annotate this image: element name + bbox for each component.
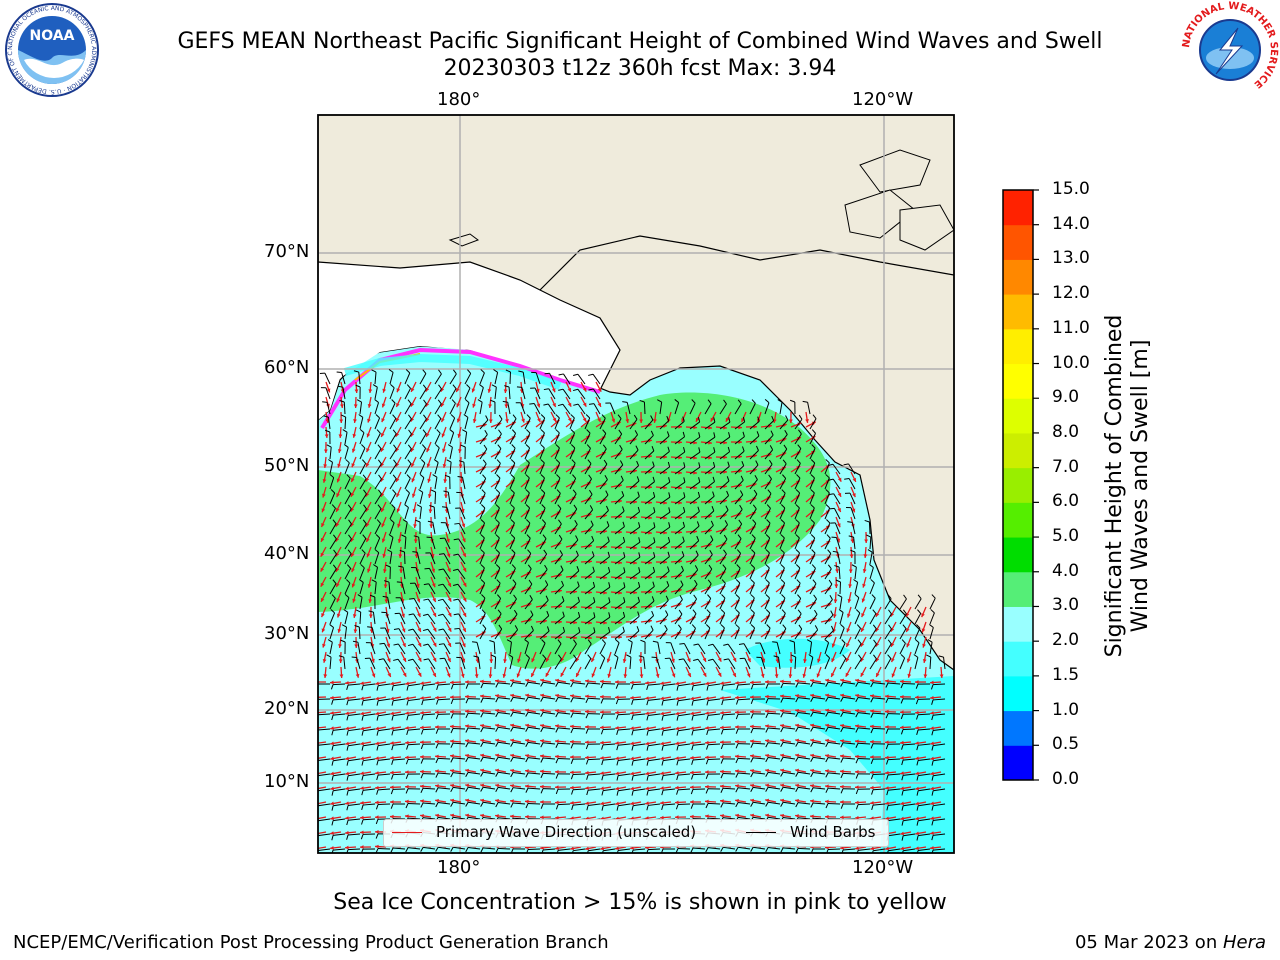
colorbar-segment	[1003, 571, 1033, 607]
footer-date-text: 05 Mar 2023 on	[1074, 932, 1223, 953]
legend-wind-barbs: Wind Barbs	[746, 823, 875, 841]
colorbar-segment	[1003, 745, 1033, 781]
lon-label-bottom-120w: 120°W	[852, 857, 914, 878]
colorbar	[1002, 189, 1039, 781]
footer-machine: Hera	[1222, 932, 1266, 953]
colorbar-tick-label: 11.0	[1052, 317, 1090, 338]
colorbar-tick-label: 10.0	[1052, 352, 1090, 373]
colorbar-segment	[1003, 294, 1033, 330]
vector-layer	[318, 369, 946, 853]
lon-label-top-180: 180°	[437, 89, 481, 110]
colorbar-segment	[1003, 641, 1033, 677]
noaa-logo: NOAA NATIONAL OCEANIC AND ATMOSPHERIC AD…	[1, 0, 100, 102]
sea-ice-caption: Sea Ice Concentration > 15% is shown in …	[333, 890, 947, 915]
colorbar-tick-label: 8.0	[1052, 421, 1080, 442]
colorbar-tick-label: 14.0	[1052, 213, 1090, 234]
plot-title-line1: GEFS MEAN Northeast Pacific Significant …	[177, 29, 1103, 54]
footer-date: 05 Mar 2023 on Hera	[1075, 932, 1266, 953]
lat-label-30n: 30°N	[264, 623, 310, 644]
colorbar-segment	[1003, 606, 1033, 642]
legend-wave-label: Primary Wave Direction (unscaled)	[436, 823, 697, 841]
lat-label-20n: 20°N	[264, 698, 310, 719]
map-legend: Primary Wave Direction (unscaled) Wind B…	[383, 819, 889, 847]
colorbar-segment	[1003, 432, 1033, 469]
lat-label-10n: 10°N	[264, 771, 310, 792]
lon-label-top-120w: 120°W	[852, 89, 914, 110]
map-frame	[317, 114, 955, 854]
plot-title-line2: 20230303 t12z 360h fcst Max: 3.94	[443, 56, 837, 81]
colorbar-segment	[1003, 537, 1033, 573]
colorbar-tick-label: 1.5	[1052, 664, 1080, 685]
legend-barb-swatch	[746, 831, 776, 833]
legend-barb-label: Wind Barbs	[790, 823, 876, 841]
colorbar-tick-label: 9.0	[1052, 387, 1080, 408]
field-1-5-to-2-patch	[745, 638, 850, 668]
colorbar-title-line1: Significant Height of Combined	[1102, 314, 1127, 658]
noaa-logo-text: NOAA	[30, 28, 75, 44]
field-1-5-to-2-east	[720, 676, 954, 853]
lat-label-40n: 40°N	[264, 543, 310, 564]
colorbar-tick-label: 12.0	[1052, 283, 1090, 304]
colorbar-segment	[1003, 467, 1033, 503]
sea-ice-edge	[320, 347, 601, 430]
footer-branch: NCEP/EMC/Verification Post Processing Pr…	[13, 932, 609, 953]
colorbar-tick-label: 0.5	[1052, 734, 1080, 755]
lon-label-bottom-180: 180°	[437, 857, 481, 878]
legend-wave-swatch	[392, 831, 422, 833]
colorbar-segment	[1003, 259, 1033, 295]
lat-label-60n: 60°N	[264, 357, 310, 378]
colorbar-segment	[1003, 190, 1033, 226]
colorbar-tick-label: 7.0	[1052, 456, 1080, 477]
colorbar-segment	[1003, 502, 1033, 538]
lat-label-70n: 70°N	[264, 241, 310, 262]
colorbar-tick-label: 3.0	[1052, 595, 1080, 616]
colorbar-segment	[1003, 363, 1033, 399]
colorbar-segment	[1003, 398, 1033, 434]
colorbar-tick-label: 0.0	[1052, 769, 1080, 789]
colorbar-title-line2: Wind Waves and Swell [m]	[1128, 339, 1153, 633]
colorbar-tick-label: 2.0	[1052, 630, 1080, 651]
legend-wave-direction: Primary Wave Direction (unscaled)	[392, 823, 696, 841]
colorbar-tick-label: 5.0	[1052, 526, 1080, 547]
colorbar-tick-label: 15.0	[1052, 179, 1090, 199]
lat-label-50n: 50°N	[264, 455, 310, 476]
colorbar-segment	[1003, 328, 1033, 365]
colorbar-segment	[1003, 675, 1033, 712]
colorbar-tick-label: 13.0	[1052, 248, 1090, 269]
colorbar-segment	[1003, 710, 1033, 746]
colorbar-tick-label: 4.0	[1052, 560, 1080, 581]
colorbar-tick-label: 1.0	[1052, 699, 1080, 720]
colorbar-tick-label: 6.0	[1052, 491, 1080, 512]
colorbar-segment	[1003, 224, 1033, 260]
graticule	[318, 115, 954, 853]
nws-logo: NATIONAL WEATHER SERVICE	[1180, 0, 1280, 104]
